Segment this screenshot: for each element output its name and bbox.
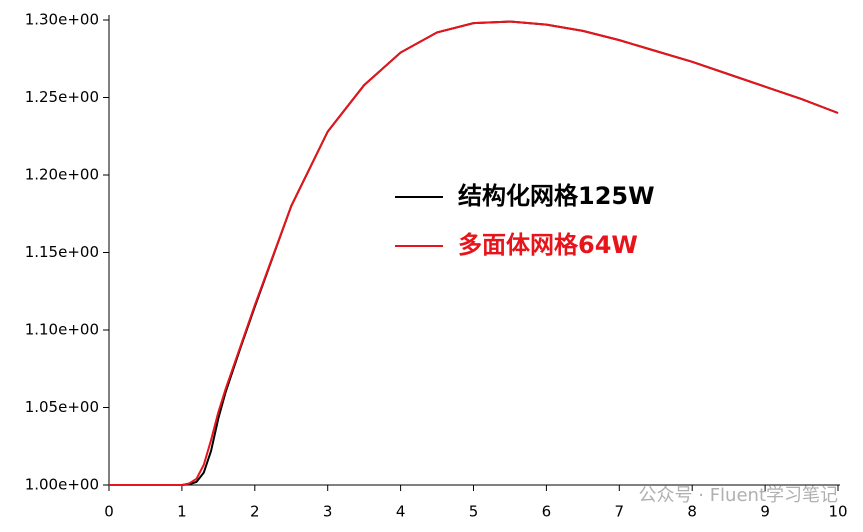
watermark: 公众号 · Fluent学习笔记 bbox=[639, 485, 838, 506]
x-tick-label: 6 bbox=[542, 503, 552, 521]
y-tick-label: 1.25e+00 bbox=[25, 88, 99, 106]
series-line bbox=[109, 20, 839, 486]
x-tick-label: 4 bbox=[396, 503, 406, 521]
x-tick-label: 9 bbox=[760, 503, 770, 521]
x-tick-label: 5 bbox=[469, 503, 479, 521]
x-tick-label: 0 bbox=[104, 503, 114, 521]
y-tick-label: 1.15e+00 bbox=[25, 243, 99, 261]
x-tick-label: 1 bbox=[177, 503, 187, 521]
legend-label: 多面体网格64W bbox=[458, 231, 638, 259]
x-tick-label: 10 bbox=[828, 503, 847, 521]
x-tick-label: 3 bbox=[323, 503, 333, 521]
y-tick-label: 1.00e+00 bbox=[25, 476, 99, 494]
y-tick-label: 1.30e+00 bbox=[25, 11, 99, 29]
y-tick-label: 1.05e+00 bbox=[25, 398, 99, 416]
legend-label: 结构化网格125W bbox=[458, 182, 655, 210]
x-tick-label: 2 bbox=[250, 503, 260, 521]
x-tick-label: 8 bbox=[687, 503, 697, 521]
y-tick-label: 1.10e+00 bbox=[25, 321, 99, 339]
x-tick-label: 7 bbox=[615, 503, 625, 521]
y-tick-label: 1.20e+00 bbox=[25, 166, 99, 184]
